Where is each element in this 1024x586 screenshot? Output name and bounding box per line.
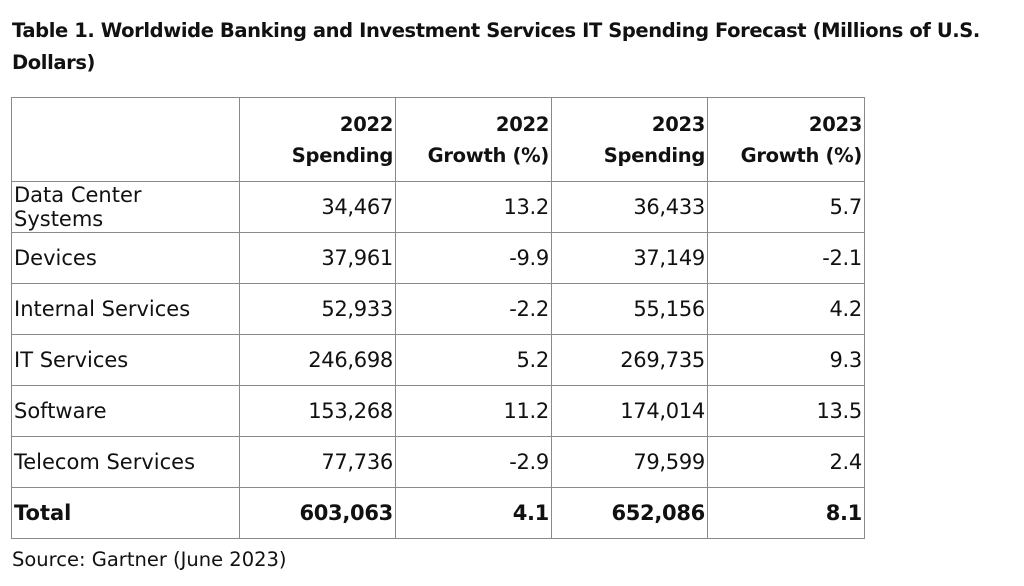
cell-2023-spending: 174,014 <box>551 385 708 437</box>
cell-2023-spending: 36,433 <box>551 181 708 233</box>
cell-2022-growth: 11.2 <box>395 385 552 437</box>
header-cell-2023-spending: 2023 Spending <box>551 97 708 182</box>
total-2022-growth: 4.1 <box>395 487 552 539</box>
cell-2022-spending: 246,698 <box>239 334 396 386</box>
cell-2022-growth: 13.2 <box>395 181 552 233</box>
total-row: Total 603,063 4.1 652,086 8.1 <box>11 487 865 539</box>
cell-2023-growth: 2.4 <box>707 436 865 488</box>
table-header-row: 2022 Spending 2022 Growth (%) 2023 Spend… <box>11 97 865 182</box>
total-label: Total <box>11 487 240 539</box>
cell-2022-growth: 5.2 <box>395 334 552 386</box>
header-year: 2023 <box>651 112 705 136</box>
table-row: Data Center Systems 34,467 13.2 36,433 5… <box>11 181 865 233</box>
row-category: Devices <box>11 232 240 284</box>
row-category: Software <box>11 385 240 437</box>
header-cell-category <box>11 97 240 182</box>
cell-2023-spending: 37,149 <box>551 232 708 284</box>
cell-2023-growth: 4.2 <box>707 283 865 335</box>
cell-2022-spending: 37,961 <box>239 232 396 284</box>
header-year: 2022 <box>495 112 549 136</box>
header-year: 2022 <box>339 112 393 136</box>
cell-2023-spending: 269,735 <box>551 334 708 386</box>
cell-2023-growth: 9.3 <box>707 334 865 386</box>
source-note: Source: Gartner (June 2023) <box>12 548 287 571</box>
cell-2023-growth: -2.1 <box>707 232 865 284</box>
table-title: Table 1. Worldwide Banking and Investmen… <box>12 19 980 74</box>
header-cell-2022-spending: 2022 Spending <box>239 97 396 182</box>
spending-forecast-table: 2022 Spending 2022 Growth (%) 2023 Spend… <box>11 97 865 539</box>
row-category: Telecom Services <box>11 436 240 488</box>
table-row: Software 153,268 11.2 174,014 13.5 <box>11 385 865 437</box>
header-cell-2023-growth: 2023 Growth (%) <box>707 97 865 182</box>
header-metric: Spending <box>603 143 706 167</box>
header-cell-2022-growth: 2022 Growth (%) <box>395 97 552 182</box>
header-metric: Spending <box>291 143 394 167</box>
row-category: IT Services <box>11 334 240 386</box>
cell-2023-spending: 55,156 <box>551 283 708 335</box>
total-2022-spending: 603,063 <box>239 487 396 539</box>
cell-2022-growth: -9.9 <box>395 232 552 284</box>
cell-2023-growth: 13.5 <box>707 385 865 437</box>
table-row: Internal Services 52,933 -2.2 55,156 4.2 <box>11 283 865 335</box>
cell-2022-growth: -2.9 <box>395 436 552 488</box>
table-row: Devices 37,961 -9.9 37,149 -2.1 <box>11 232 865 284</box>
cell-2022-growth: -2.2 <box>395 283 552 335</box>
total-2023-spending: 652,086 <box>551 487 708 539</box>
header-year: 2023 <box>808 112 862 136</box>
table-row: IT Services 246,698 5.2 269,735 9.3 <box>11 334 865 386</box>
cell-2023-spending: 79,599 <box>551 436 708 488</box>
row-category: Data Center Systems <box>11 181 240 233</box>
cell-2022-spending: 52,933 <box>239 283 396 335</box>
header-metric: Growth (%) <box>427 143 550 167</box>
cell-2023-growth: 5.7 <box>707 181 865 233</box>
row-category: Internal Services <box>11 283 240 335</box>
table-row: Telecom Services 77,736 -2.9 79,599 2.4 <box>11 436 865 488</box>
total-2023-growth: 8.1 <box>707 487 865 539</box>
cell-2022-spending: 34,467 <box>239 181 396 233</box>
cell-2022-spending: 153,268 <box>239 385 396 437</box>
cell-2022-spending: 77,736 <box>239 436 396 488</box>
header-metric: Growth (%) <box>740 143 863 167</box>
